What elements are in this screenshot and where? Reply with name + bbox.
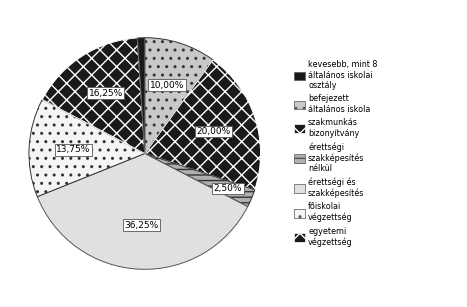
Wedge shape: [145, 154, 255, 207]
Text: 16,25%: 16,25%: [89, 89, 123, 98]
Text: 10,00%: 10,00%: [150, 81, 184, 90]
Text: 20,00%: 20,00%: [196, 127, 230, 136]
Text: 2,50%: 2,50%: [214, 184, 242, 193]
Wedge shape: [145, 38, 213, 154]
Wedge shape: [137, 38, 145, 154]
Wedge shape: [145, 60, 261, 190]
Wedge shape: [29, 99, 145, 197]
Wedge shape: [42, 38, 145, 154]
Legend: kevesebb, mint 8
általános iskolai
osztály, befejezett
általános iskola, szakmun: kevesebb, mint 8 általános iskolai osztá…: [294, 60, 377, 247]
Wedge shape: [37, 154, 248, 269]
Text: 36,25%: 36,25%: [124, 221, 158, 230]
Text: 13,75%: 13,75%: [56, 145, 90, 154]
